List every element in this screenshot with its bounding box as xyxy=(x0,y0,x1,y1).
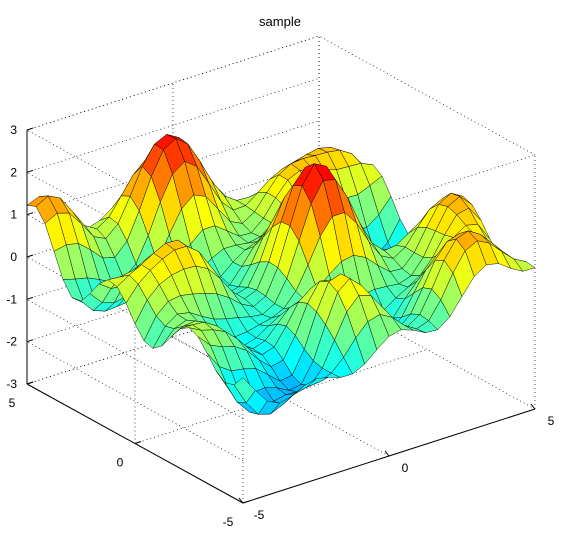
y-tick xyxy=(242,500,250,504)
x-tick-label: 0 xyxy=(402,461,409,475)
chart-title: sample xyxy=(259,14,301,29)
y-tick-label: -5 xyxy=(223,515,234,529)
z-tick xyxy=(26,339,34,343)
grid-line xyxy=(26,35,320,131)
z-tick xyxy=(26,254,34,258)
z-tick-label: 3 xyxy=(10,123,17,137)
x-tick xyxy=(530,403,536,410)
z-tick-label: -3 xyxy=(6,377,17,391)
z-tick xyxy=(26,169,34,173)
surface-face xyxy=(233,377,256,404)
z-tick xyxy=(26,381,34,385)
z-tick-label: -2 xyxy=(6,335,17,349)
y-tick xyxy=(134,441,142,444)
y-tick-label: 5 xyxy=(9,396,16,410)
x-tick-label: 5 xyxy=(548,414,555,428)
tick-labels: -5 0 5 -5 0 5 -3 -2 -1 0 1 2 3 xyxy=(6,123,554,529)
surface-mesh xyxy=(26,134,536,415)
y-tick-label: 0 xyxy=(117,456,124,470)
x-tick xyxy=(238,497,244,504)
z-tick xyxy=(26,127,34,131)
x-tick-label: -5 xyxy=(254,508,265,522)
x-tick xyxy=(384,450,390,457)
z-tick-label: 1 xyxy=(10,208,17,222)
z-tick-label: 2 xyxy=(10,165,17,179)
z-tick-label: 0 xyxy=(10,250,17,264)
axes xyxy=(26,127,536,504)
z-tick xyxy=(26,296,34,300)
grid-line xyxy=(318,35,536,156)
z-tick xyxy=(26,212,34,216)
z-tick-label: -1 xyxy=(6,292,17,306)
